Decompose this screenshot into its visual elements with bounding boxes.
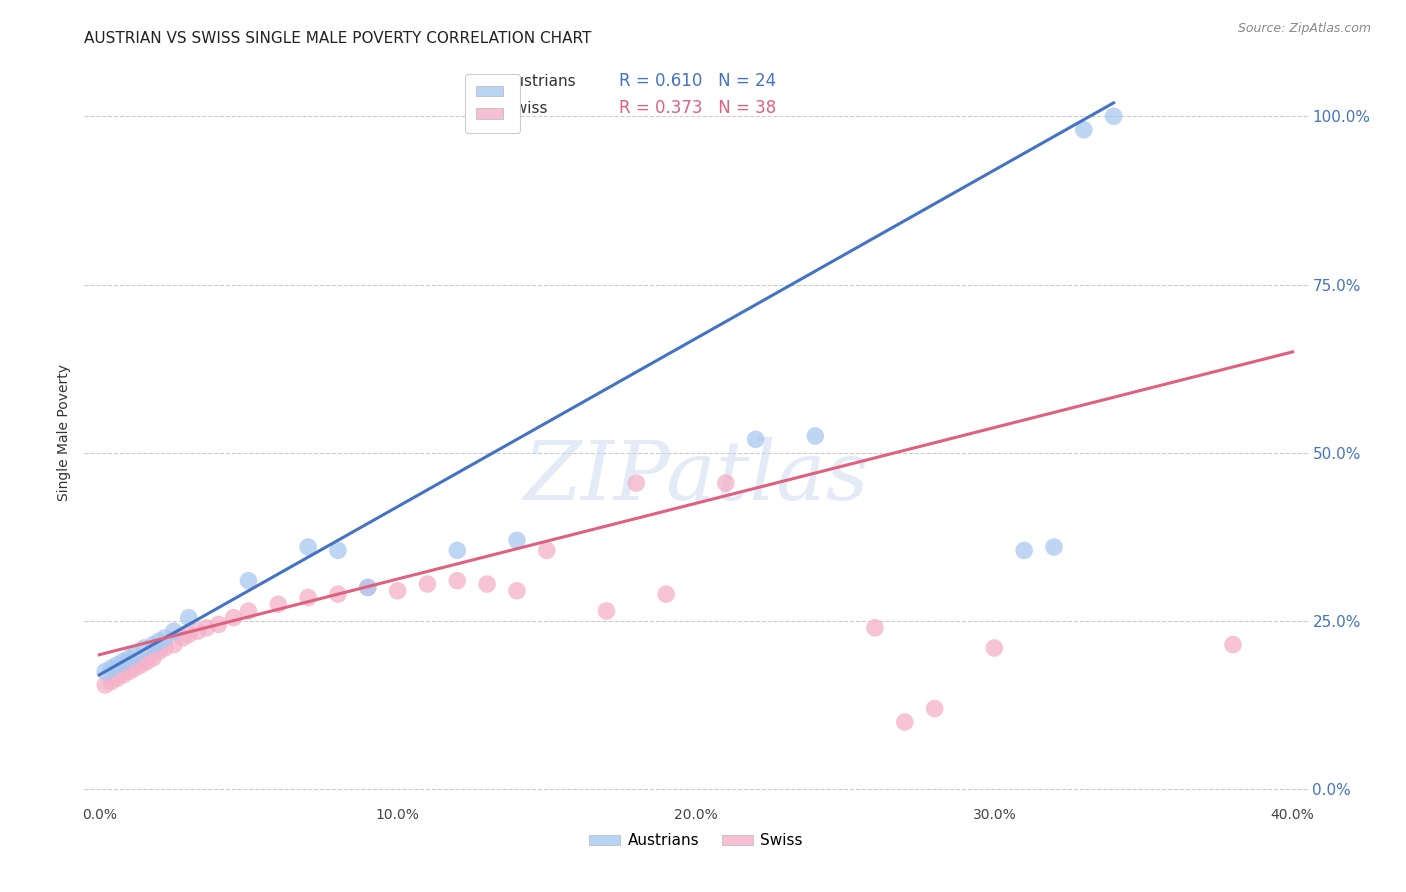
Legend: Austrians, Swiss: Austrians, Swiss xyxy=(583,827,808,855)
Point xyxy=(112,655,135,669)
Point xyxy=(238,604,260,618)
Point xyxy=(297,540,319,554)
Point xyxy=(983,640,1005,655)
Point xyxy=(595,604,617,618)
Point xyxy=(132,640,155,655)
Point xyxy=(536,543,558,558)
Point xyxy=(100,674,122,689)
Point xyxy=(177,611,200,625)
Point xyxy=(195,621,218,635)
Point xyxy=(222,611,245,625)
Point xyxy=(153,631,176,645)
Point xyxy=(1073,122,1095,136)
Point xyxy=(326,543,349,558)
Point xyxy=(1222,638,1244,652)
Point xyxy=(136,655,159,669)
Point xyxy=(506,583,529,598)
Point xyxy=(148,644,170,658)
Point xyxy=(804,429,827,443)
Point xyxy=(94,678,117,692)
Point xyxy=(894,714,917,729)
Point xyxy=(863,621,886,635)
Point xyxy=(124,648,146,662)
Point xyxy=(142,651,165,665)
Point xyxy=(238,574,260,588)
Text: R = 0.373   N = 38: R = 0.373 N = 38 xyxy=(619,99,776,118)
Point xyxy=(177,627,200,641)
Point xyxy=(655,587,678,601)
Point xyxy=(326,587,349,601)
Point xyxy=(118,665,141,679)
Text: Swiss: Swiss xyxy=(505,102,547,116)
Point xyxy=(446,543,468,558)
Point xyxy=(163,638,186,652)
Point xyxy=(924,701,946,715)
Point xyxy=(387,583,409,598)
Point xyxy=(142,638,165,652)
Point xyxy=(744,433,766,447)
Point xyxy=(172,631,194,645)
Point xyxy=(105,657,128,672)
Point xyxy=(129,657,152,672)
Point xyxy=(1102,109,1125,123)
Text: R = 0.610   N = 24: R = 0.610 N = 24 xyxy=(619,71,776,89)
Text: Source: ZipAtlas.com: Source: ZipAtlas.com xyxy=(1237,22,1371,36)
Point xyxy=(446,574,468,588)
Point xyxy=(475,577,498,591)
Point xyxy=(207,617,229,632)
Point xyxy=(124,661,146,675)
Y-axis label: Single Male Poverty: Single Male Poverty xyxy=(58,364,72,501)
Point xyxy=(163,624,186,639)
Point xyxy=(118,651,141,665)
Point xyxy=(416,577,439,591)
Point xyxy=(357,581,380,595)
Point xyxy=(100,661,122,675)
Point xyxy=(506,533,529,548)
Point xyxy=(714,476,737,491)
Text: ZIPatlas: ZIPatlas xyxy=(523,437,869,517)
Point xyxy=(187,624,209,639)
Point xyxy=(1012,543,1035,558)
Text: Austrians: Austrians xyxy=(505,73,576,88)
Point xyxy=(94,665,117,679)
Point xyxy=(153,640,176,655)
Point xyxy=(1043,540,1066,554)
Point xyxy=(148,634,170,648)
Point xyxy=(267,597,290,611)
Point xyxy=(112,668,135,682)
Point xyxy=(357,581,380,595)
Point xyxy=(297,591,319,605)
Text: AUSTRIAN VS SWISS SINGLE MALE POVERTY CORRELATION CHART: AUSTRIAN VS SWISS SINGLE MALE POVERTY CO… xyxy=(84,31,592,46)
Point xyxy=(105,671,128,685)
Point xyxy=(626,476,648,491)
